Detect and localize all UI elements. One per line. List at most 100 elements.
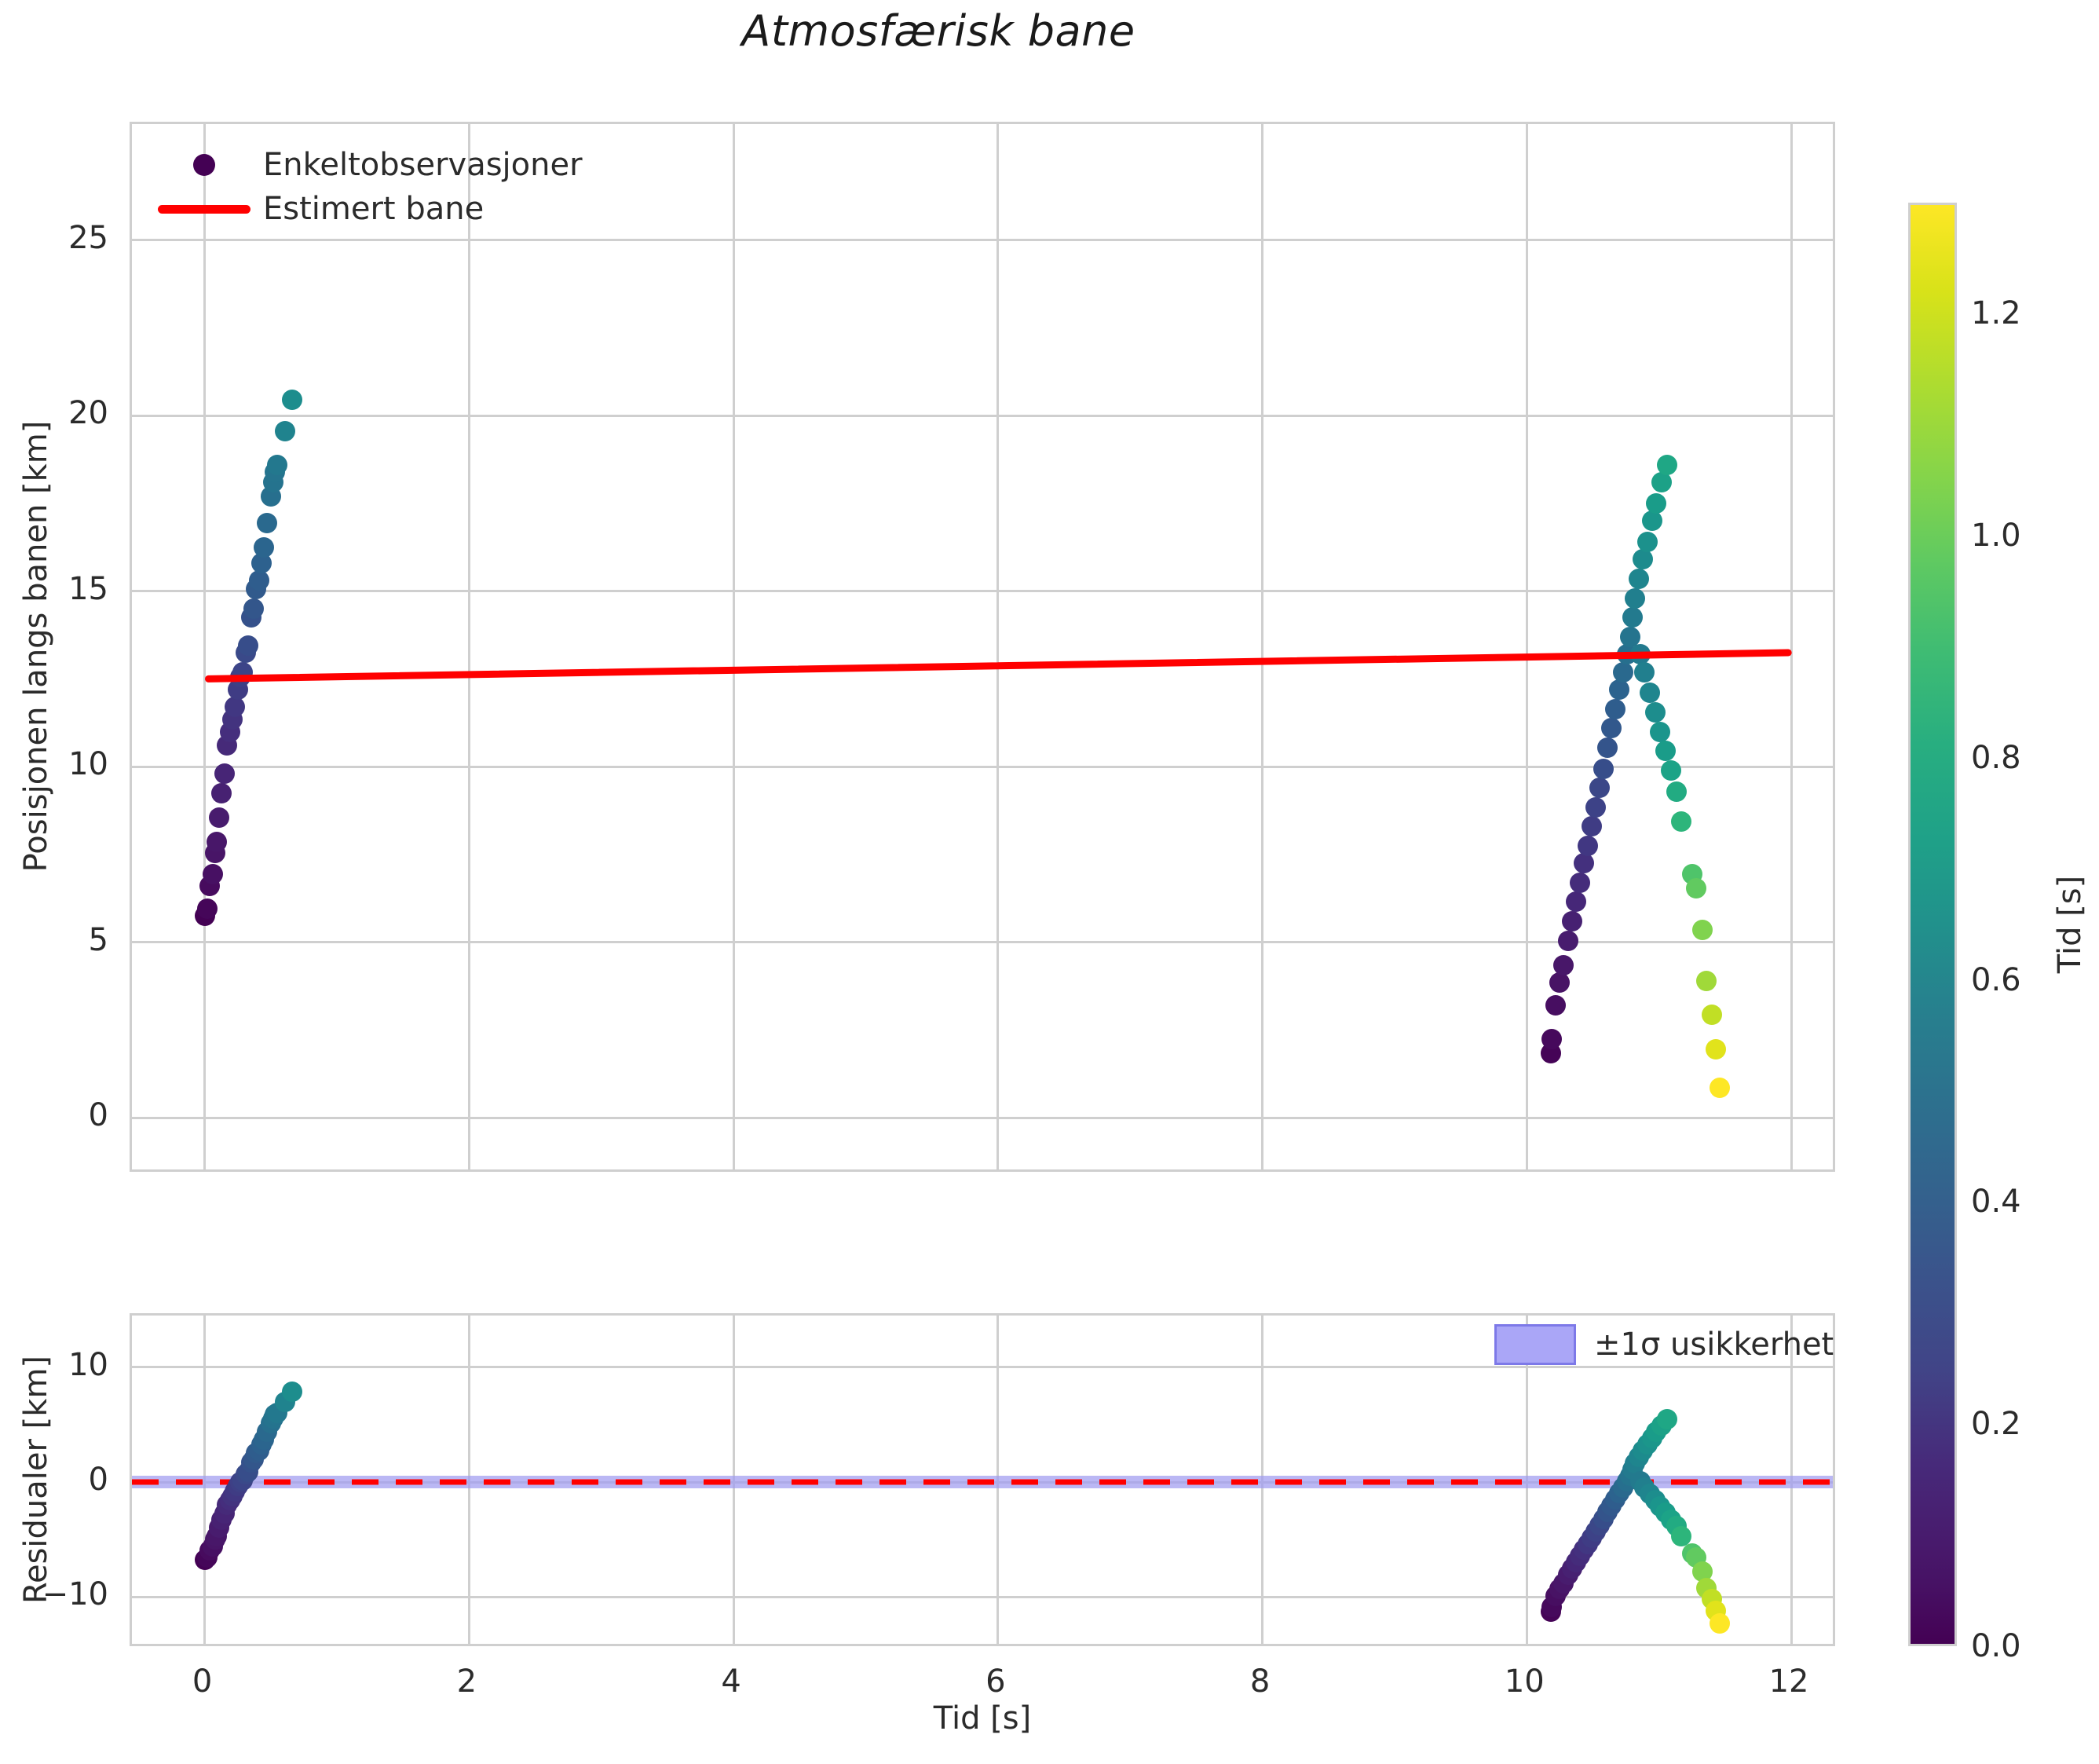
y-tick-label: 10: [68, 746, 108, 783]
legend-key: [1476, 1324, 1594, 1365]
data-point: [206, 832, 227, 853]
data-point: [1553, 954, 1574, 975]
residual-scatter-layer: [132, 1316, 1833, 1644]
y-tick-label: −10: [42, 1576, 108, 1613]
data-point: [1702, 1004, 1723, 1025]
data-point: [196, 898, 218, 920]
data-point: [248, 570, 269, 591]
data-point: [1589, 778, 1610, 799]
data-point: [243, 598, 264, 620]
colorbar: [1908, 203, 1957, 1646]
grid-line-horizontal: [132, 941, 1833, 944]
data-point: [1609, 679, 1630, 700]
data-point: [1541, 1028, 1563, 1049]
y-tick-label: 0: [88, 1462, 108, 1498]
residual-sigma-band-layer: [132, 1316, 1833, 1644]
data-point: [1573, 853, 1594, 874]
x-tick-label: 4: [721, 1663, 741, 1700]
data-point: [202, 863, 223, 884]
data-point: [1569, 872, 1590, 893]
data-point: [256, 512, 277, 533]
legend-line-swatch: [158, 204, 250, 214]
data-point: [1577, 835, 1598, 856]
main-axes: [130, 122, 1835, 1172]
residual-y-axis-label: Residualer [km]: [18, 1355, 54, 1605]
grid-line-horizontal: [132, 414, 1833, 417]
data-point: [1651, 472, 1673, 493]
data-point: [1619, 626, 1640, 647]
y-tick-label: 25: [68, 219, 108, 256]
data-point: [1633, 549, 1654, 570]
residual-legend: ±1σ usikkerhet: [1476, 1323, 1834, 1367]
data-point: [281, 390, 302, 411]
residual-point: [1656, 1409, 1677, 1430]
legend-item: Estimert bane: [145, 187, 583, 231]
legend-key: [145, 154, 263, 176]
data-point: [1622, 607, 1644, 628]
grid-line-vertical: [1790, 124, 1793, 1169]
colorbar-tick-label: 0.0: [1971, 1628, 2021, 1664]
y-tick-label: 0: [88, 1097, 108, 1134]
data-point: [1634, 661, 1655, 683]
grid-line-horizontal: [132, 765, 1833, 768]
main-fit-line-layer: [132, 124, 1833, 1169]
data-point: [1639, 683, 1660, 704]
colorbar-tick-label: 0.2: [1971, 1406, 2021, 1443]
colorbar-label: Tid [s]: [2052, 875, 2088, 974]
data-point: [1710, 1078, 1731, 1099]
residual-point: [1710, 1612, 1731, 1634]
data-point: [1671, 811, 1692, 832]
data-point: [1666, 781, 1687, 802]
data-point: [1561, 911, 1582, 932]
colorbar-tick-label: 0.6: [1971, 961, 2021, 998]
data-point: [1644, 701, 1666, 723]
y-tick-label: 15: [68, 570, 108, 607]
data-point: [1545, 995, 1567, 1016]
grid-line-vertical: [732, 124, 735, 1169]
zero-reference-line: [132, 1479, 1833, 1485]
data-point: [1549, 972, 1571, 994]
x-tick-label: 12: [1768, 1663, 1809, 1700]
residual-axes: [130, 1313, 1835, 1646]
data-point: [1629, 569, 1650, 590]
data-point: [1646, 492, 1667, 514]
data-point: [1601, 718, 1622, 739]
grid-line-horizontal: [132, 1116, 1833, 1119]
x-tick-label: 10: [1504, 1663, 1545, 1700]
x-tick-label: 8: [1249, 1663, 1271, 1700]
x-tick-label: 6: [986, 1663, 1006, 1700]
data-point: [275, 421, 296, 442]
legend-label: ±1σ usikkerhet: [1594, 1327, 1834, 1363]
figure-title: Atmosfærisk bane: [741, 6, 1135, 56]
grid-line-vertical: [203, 124, 207, 1169]
data-point: [1597, 737, 1618, 758]
grid-line-vertical: [1261, 124, 1264, 1169]
main-y-axis-label: Posisjonen langs banen [km]: [18, 420, 54, 873]
data-point: [1696, 971, 1717, 992]
data-point: [214, 763, 235, 785]
data-point: [1660, 759, 1681, 781]
data-point: [225, 697, 246, 718]
data-point: [1613, 661, 1634, 683]
data-point: [1655, 741, 1677, 762]
grid-line-vertical: [996, 124, 1000, 1169]
residual-point: [281, 1382, 302, 1403]
grid-line-vertical: [1525, 124, 1528, 1169]
y-tick-label: 10: [68, 1346, 108, 1383]
data-point: [1642, 511, 1663, 532]
x-tick-label: 2: [456, 1663, 477, 1700]
y-tick-label: 20: [68, 395, 108, 432]
data-point: [1593, 758, 1614, 779]
data-point: [1706, 1039, 1727, 1060]
main-gridlines: [132, 124, 1833, 1169]
data-point: [1557, 930, 1578, 951]
grid-line-horizontal: [132, 1366, 1833, 1369]
legend-item: ±1σ usikkerhet: [1476, 1323, 1834, 1367]
data-point: [254, 536, 275, 558]
legend-patch-swatch: [1494, 1324, 1576, 1365]
legend-label: Estimert bane: [263, 191, 485, 227]
data-point: [238, 635, 259, 657]
grid-line-horizontal: [132, 239, 1833, 242]
data-point: [1636, 532, 1658, 553]
